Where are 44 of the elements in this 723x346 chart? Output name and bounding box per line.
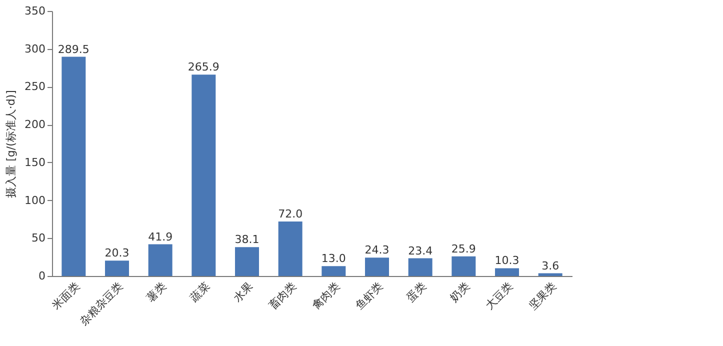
data-label: 41.9: [148, 230, 173, 244]
x-tick-label: 奶类: [447, 280, 472, 305]
x-tick-label: 米面类: [50, 280, 82, 312]
data-label: 3.6: [542, 259, 560, 272]
x-tick-label: 薯类: [144, 280, 169, 305]
x-tick-label: 畜肉类: [266, 280, 299, 312]
data-label: 25.9: [451, 242, 476, 256]
data-label: 13.0: [321, 252, 346, 266]
bar: [235, 247, 259, 276]
x-tick-label: 禽肉类: [310, 280, 342, 312]
data-label: 265.9: [188, 60, 220, 74]
data-label: 289.5: [58, 42, 90, 56]
x-tick-label: 大豆类: [482, 280, 516, 312]
bar: [538, 273, 562, 276]
y-axis-title: 摄入量 [g/(标准人·d)]: [4, 90, 18, 198]
y-tick-label: 0: [38, 270, 46, 282]
y-tick-label: 50: [32, 232, 46, 245]
bar: [105, 260, 129, 276]
bar: [148, 244, 172, 276]
bar: [192, 74, 216, 276]
y-tick-label: 250: [24, 80, 46, 94]
bar: [452, 256, 476, 276]
x-tick-label: 水果: [230, 280, 256, 305]
y-tick-label: 350: [24, 4, 46, 18]
bar: [278, 221, 302, 276]
data-label: 23.4: [408, 244, 433, 258]
bar: [62, 56, 86, 276]
data-label: 24.3: [364, 244, 390, 257]
x-tick-label: 蔬菜: [187, 280, 212, 305]
bar: [495, 268, 519, 276]
data-label: 72.0: [278, 207, 303, 220]
y-tick-label: 150: [24, 156, 46, 169]
data-label: 10.3: [494, 254, 520, 268]
data-label: 38.1: [234, 233, 260, 246]
y-tick-label: 200: [24, 118, 46, 132]
data-label: 20.3: [104, 246, 130, 260]
bar: [365, 258, 389, 276]
x-tick-label: 蛋类: [404, 280, 429, 305]
bar: [322, 266, 346, 276]
x-tick-label: 坚果类: [526, 280, 559, 312]
y-tick-label: 300: [24, 42, 46, 56]
bar: [408, 258, 432, 276]
y-tick-label: 100: [24, 194, 46, 207]
x-tick-label: 鱼虾类: [352, 280, 386, 312]
